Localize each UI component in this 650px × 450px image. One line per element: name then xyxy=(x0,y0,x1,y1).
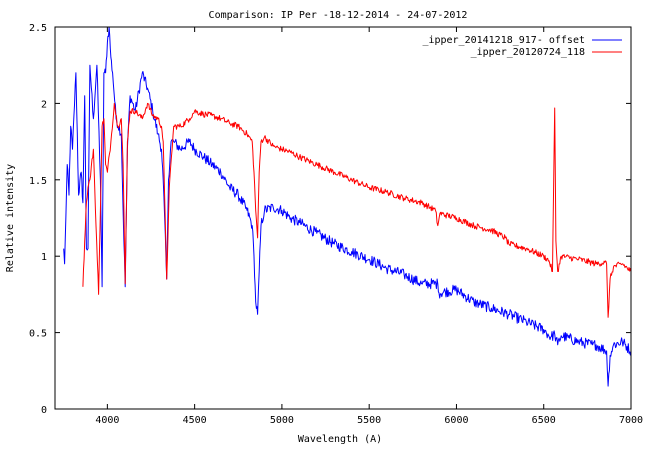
legend-label-1: _ipper_20141218_917- offset xyxy=(422,35,585,46)
y-tick-label: 2 xyxy=(41,99,47,110)
x-tick-label: 4500 xyxy=(183,415,207,426)
legend: _ipper_20141218_917- offset_ipper_201207… xyxy=(422,35,622,58)
x-tick-label: 6000 xyxy=(444,415,468,426)
x-tick-label: 6500 xyxy=(532,415,556,426)
x-tick-label: 5500 xyxy=(357,415,381,426)
y-tick-label: 1 xyxy=(41,252,47,263)
y-tick-label: 1.5 xyxy=(29,176,47,187)
x-tick-label: 5000 xyxy=(270,415,294,426)
series-line-1 xyxy=(63,26,632,387)
x-tick-label: 4000 xyxy=(95,415,119,426)
y-tick-label: 0 xyxy=(41,405,47,416)
series-line-2 xyxy=(82,102,632,318)
axis-ticks: 4000 4500 5000 5500 6000 6500 7000 0 0.5 1 1.5 2 2.5 xyxy=(29,23,643,426)
x-tick-label: 7000 xyxy=(619,415,643,426)
y-tick-label: 0.5 xyxy=(29,329,47,340)
plot-frame xyxy=(54,26,632,410)
x-axis-label: Wavelength (A) xyxy=(298,434,382,445)
y-axis-label: Relative intensity xyxy=(5,164,16,272)
plot-area xyxy=(63,26,632,387)
legend-label-2: _ipper_20120724_118 xyxy=(471,47,585,58)
chart-title: Comparison: IP Per -18-12-2014 - 24-07-2… xyxy=(209,10,468,21)
y-tick-label: 2.5 xyxy=(29,23,47,34)
